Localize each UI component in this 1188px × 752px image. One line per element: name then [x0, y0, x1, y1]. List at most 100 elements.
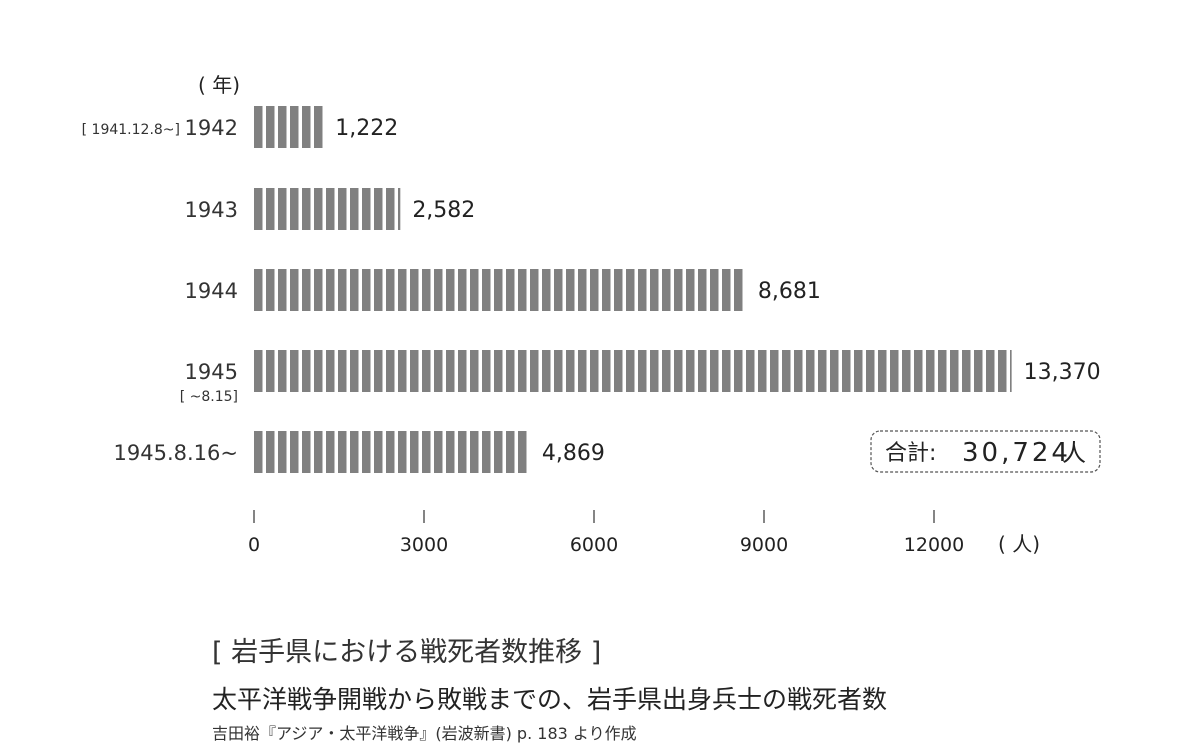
bar-value-label: 4,869 — [542, 441, 605, 466]
category-label: 1942 — [185, 116, 238, 140]
bar-stripe — [590, 350, 599, 392]
bar-stripe — [362, 431, 371, 473]
chart-title: [ 岩手県における戦死者数推移 ] — [212, 637, 602, 668]
bar-stripe — [698, 350, 707, 392]
bar-stripe — [878, 350, 887, 392]
bar-stripe — [362, 269, 371, 311]
bar-stripe — [590, 269, 599, 311]
bar-stripe — [962, 350, 971, 392]
bar-stripe — [458, 431, 467, 473]
bar-stripe — [998, 350, 1007, 392]
bar-stripe — [506, 269, 515, 311]
bar-stripe — [638, 269, 647, 311]
bar-stripe — [854, 350, 863, 392]
bar — [254, 350, 1012, 392]
bar-stripe — [254, 269, 263, 311]
bar-stripe — [434, 269, 443, 311]
bar-stripe — [494, 269, 503, 311]
bar — [254, 188, 401, 230]
bar-stripe — [506, 350, 515, 392]
bar-stripe — [674, 269, 683, 311]
bar-stripe — [266, 188, 275, 230]
bar-stripe — [422, 269, 431, 311]
bar-stripe — [254, 431, 263, 473]
bar-stripe — [758, 350, 767, 392]
bar-stripe — [602, 350, 611, 392]
bar-stripe — [578, 350, 587, 392]
bar-stripe — [338, 188, 347, 230]
bar-stripe — [266, 350, 275, 392]
category-label: 1945 — [185, 360, 238, 384]
bar-stripe — [842, 350, 851, 392]
bar-stripe — [482, 269, 491, 311]
bar-stripe — [710, 269, 719, 311]
bar-stripe — [950, 350, 959, 392]
bar-stripe — [266, 269, 275, 311]
bar-stripe — [314, 106, 323, 148]
bar-stripe — [446, 431, 455, 473]
category-label: 1943 — [185, 198, 238, 222]
bar-stripe — [410, 269, 419, 311]
bar-stripe — [638, 350, 647, 392]
total-label: 合計: — [885, 441, 936, 466]
bar-stripe — [314, 269, 323, 311]
bar-stripe — [554, 350, 563, 392]
bar-stripe — [314, 188, 323, 230]
chart-source: 吉田裕『アジア・太平洋戦争』(岩波新書) p. 183 より作成 — [212, 724, 637, 743]
bar-stripe — [566, 269, 575, 311]
bar-stripe — [398, 188, 401, 230]
bar-value-label: 1,222 — [335, 116, 398, 141]
bar-stripe — [494, 350, 503, 392]
bar-stripe — [650, 350, 659, 392]
bar-stripe — [350, 269, 359, 311]
bar-stripe — [578, 269, 587, 311]
total-unit: 人 — [1062, 439, 1086, 467]
bar — [254, 269, 743, 311]
bar-stripe — [602, 269, 611, 311]
bar-stripe — [374, 269, 383, 311]
bar-stripe — [278, 188, 287, 230]
bar-stripe — [326, 269, 335, 311]
bar-stripe — [266, 106, 275, 148]
category-note: [ 1941.12.8~] — [82, 122, 180, 138]
x-tick-label: 0 — [248, 534, 260, 556]
bar-stripe — [614, 269, 623, 311]
y-unit-label: ( 年) — [198, 73, 240, 97]
bar-stripe — [374, 431, 383, 473]
bar-stripe — [338, 269, 347, 311]
bar-stripe — [890, 350, 899, 392]
bar-stripe — [314, 350, 323, 392]
bar-value-label: 13,370 — [1024, 360, 1101, 385]
bar-stripe — [458, 350, 467, 392]
bar-stripe — [254, 350, 263, 392]
bar-stripe — [290, 106, 299, 148]
bar-stripe — [818, 350, 827, 392]
bar-stripe — [722, 269, 731, 311]
bar-stripe — [398, 269, 407, 311]
bar-stripe — [374, 350, 383, 392]
category-label: 1945.8.16~ — [114, 441, 238, 465]
bar-stripe — [770, 350, 779, 392]
bar-stripe — [674, 350, 683, 392]
bar-stripe — [350, 431, 359, 473]
bar-stripe — [530, 269, 539, 311]
bar-stripe — [494, 431, 503, 473]
bar-stripe — [866, 350, 875, 392]
bar-stripe — [914, 350, 923, 392]
bar-stripe — [902, 350, 911, 392]
bar-value-label: 8,681 — [758, 279, 821, 304]
bar-stripe — [794, 350, 803, 392]
bar-stripe — [446, 269, 455, 311]
bar-stripe — [542, 350, 551, 392]
bar-stripe — [278, 269, 287, 311]
bar-stripe — [518, 350, 527, 392]
bar-stripe — [662, 350, 671, 392]
bar-stripe — [566, 350, 575, 392]
bar-stripe — [362, 188, 371, 230]
bar-stripe — [422, 431, 431, 473]
bar-stripe — [722, 350, 731, 392]
bar-stripe — [314, 431, 323, 473]
bar-stripe — [302, 269, 311, 311]
bar-stripe — [350, 188, 359, 230]
bar-stripe — [386, 188, 395, 230]
